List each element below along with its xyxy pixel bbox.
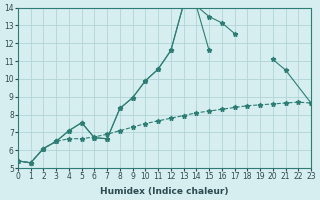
X-axis label: Humidex (Indice chaleur): Humidex (Indice chaleur) [100, 187, 229, 196]
